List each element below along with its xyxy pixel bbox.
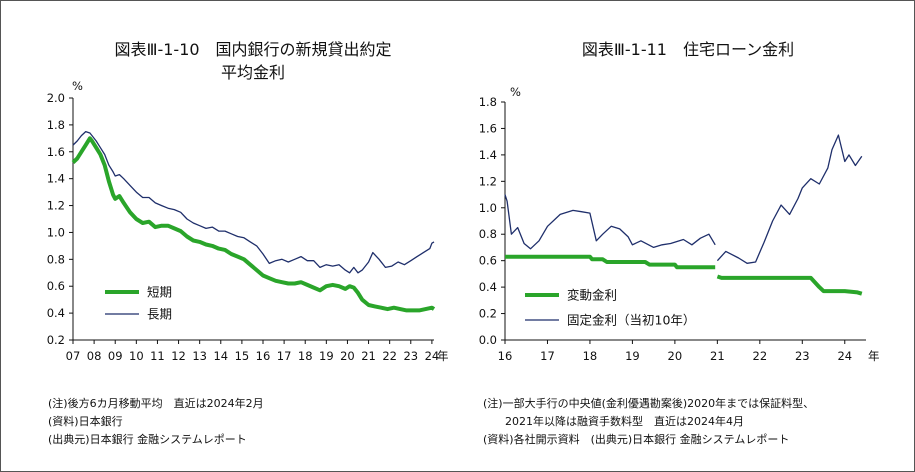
x-tick-label: 18	[298, 349, 313, 363]
x-tick-label: 16	[498, 349, 513, 363]
x-tick-label: 14	[213, 349, 228, 363]
note-right-1: (注)一部大手行の中央値(金利優遇勘案後)2020年までは保証料型、	[483, 396, 814, 410]
series-line-0	[716, 274, 863, 296]
y-tick-label: 1.2	[479, 174, 497, 188]
x-tick-label: 17	[277, 349, 292, 363]
chart-left-title-line1: 図表Ⅲ-1-10 国内銀行の新規貸出約定	[114, 40, 391, 59]
y-tick-label: 1.8	[47, 118, 65, 132]
series-line-0	[505, 254, 716, 270]
chart-right-title: 図表Ⅲ-1-11 住宅ローン金利	[582, 40, 794, 59]
y-tick-label: 1.0	[47, 225, 65, 239]
y-tick-label: 0.4	[479, 280, 497, 294]
x-tick-label: 12	[171, 349, 186, 363]
y-tick-label: 0.4	[47, 306, 65, 320]
x-tick-label: 20	[340, 349, 355, 363]
x-axis-unit: 年	[868, 349, 880, 363]
y-tick-label: 0.8	[479, 227, 497, 241]
note-right-3: (資料)各社開示資料 (出典元)日本銀行 金融システムレポート	[483, 432, 789, 446]
x-tick-label: 15	[235, 349, 250, 363]
y-tick-label: 0.2	[47, 333, 65, 347]
x-tick-label: 11	[150, 349, 165, 363]
note-right-2: 2021年以降は融資手数料型 直近は2024年4月	[483, 414, 744, 428]
x-tick-label: 13	[192, 349, 207, 363]
series-line-1	[716, 134, 863, 264]
x-tick-label: 24	[425, 349, 440, 363]
y-tick-label: 1.6	[479, 121, 497, 135]
series-line-0	[71, 136, 436, 313]
legend-label-1: 長期	[147, 307, 172, 322]
series-line-1	[72, 130, 435, 274]
legend-label-0: 変動金利	[567, 288, 617, 303]
legend-label-1: 固定金利（当初10年）	[567, 313, 695, 328]
y-tick-label: 1.2	[47, 199, 65, 213]
y-tick-label: 0.6	[479, 254, 497, 268]
y-tick-label: 1.4	[47, 172, 65, 186]
note-left-3: (出典元)日本銀行 金融システムレポート	[48, 432, 247, 446]
x-tick-label: 22	[753, 349, 768, 363]
chart-left-plot: 2.0 1.8 1.6 1.4 1.2 1.0 0.8 0.6 0.4 0.207 08 09 10 11…	[47, 91, 449, 363]
x-tick-label: 10	[129, 349, 144, 363]
x-tick-label: 09	[108, 349, 123, 363]
chart-right-plot: 1.8 1.6 1.4 1.2 1.0 0.8 0.6 0.4 0.2 0.016 17 18 19 20…	[479, 95, 880, 363]
series-line-1	[504, 194, 716, 250]
y-tick-label: 0.8	[47, 252, 65, 266]
x-tick-label: 23	[403, 349, 418, 363]
y-tick-label: 0.6	[47, 279, 65, 293]
x-tick-label: 22	[382, 349, 397, 363]
x-axis-unit: 年	[437, 349, 449, 363]
y-tick-label: 2.0	[47, 91, 65, 105]
x-tick-label: 24	[837, 349, 852, 363]
x-tick-label: 19	[319, 349, 334, 363]
chart-left-title-line2: 平均金利	[221, 63, 285, 82]
legend-label-0: 短期	[147, 285, 172, 300]
y-tick-label: 0.0	[479, 333, 497, 347]
y-tick-label: 1.6	[47, 145, 65, 159]
x-tick-label: 21	[361, 349, 376, 363]
x-tick-label: 21	[710, 349, 725, 363]
chart-right-y-unit: %	[510, 85, 521, 99]
note-left-1: (注)後方6カ月移動平均 直近は2024年2月	[48, 396, 264, 410]
y-tick-label: 1.4	[479, 148, 497, 162]
y-tick-label: 0.2	[479, 307, 497, 321]
note-left-2: (資料)日本銀行	[48, 414, 123, 428]
x-tick-label: 07	[66, 349, 81, 363]
x-tick-label: 17	[540, 349, 555, 363]
y-tick-label: 1.0	[479, 201, 497, 215]
chart-left-y-unit: %	[72, 79, 83, 93]
x-tick-label: 16	[256, 349, 271, 363]
x-tick-label: 18	[583, 349, 598, 363]
x-tick-label: 23	[795, 349, 810, 363]
y-tick-label: 1.8	[479, 95, 497, 109]
x-tick-label: 20	[668, 349, 683, 363]
x-tick-label: 08	[87, 349, 102, 363]
x-tick-label: 19	[625, 349, 640, 363]
